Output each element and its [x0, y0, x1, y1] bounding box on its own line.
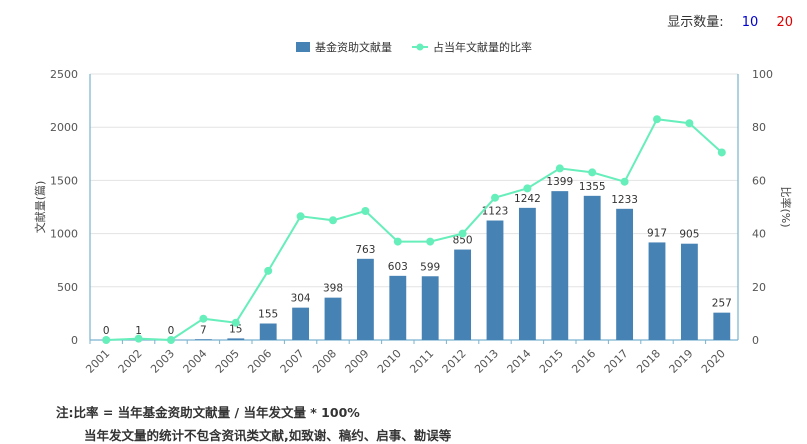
ratio-point [232, 319, 240, 327]
x-tick-label: 2002 [116, 347, 145, 376]
bar-value-label: 0 [103, 325, 110, 337]
bar-value-label: 917 [647, 227, 667, 239]
x-tick-label: 2011 [407, 347, 436, 376]
ratio-point [426, 238, 434, 246]
bar [454, 250, 471, 340]
x-tick-label: 2006 [245, 347, 274, 376]
bar [681, 244, 698, 340]
legend-line-marker [417, 44, 424, 51]
bar-value-label: 304 [291, 293, 311, 305]
x-tick-label: 2008 [310, 347, 339, 376]
legend-bar-label: 基金资助文献量 [315, 40, 392, 54]
bar [616, 209, 633, 340]
bar-value-label: 599 [420, 261, 440, 273]
bar-value-label: 603 [388, 261, 408, 273]
ratio-point [102, 336, 110, 344]
bar [649, 242, 666, 340]
y-left-tick-label: 2000 [50, 121, 78, 134]
bar-value-label: 763 [355, 244, 375, 256]
bar-value-label: 155 [258, 309, 278, 321]
y-left-tick-label: 2500 [50, 68, 78, 81]
y-left-axis-title: 文献量(篇) [33, 181, 47, 234]
bar [325, 298, 342, 340]
x-tick-label: 2012 [440, 347, 469, 376]
x-tick-label: 2005 [213, 347, 242, 376]
ratio-point [135, 335, 143, 343]
bar-value-label: 1242 [514, 193, 541, 205]
bar-value-label: 1233 [611, 194, 638, 206]
x-tick-label: 2017 [602, 347, 631, 376]
y-right-tick-label: 100 [752, 68, 773, 81]
ratio-point [394, 238, 402, 246]
bar [519, 208, 536, 340]
ratio-point [653, 115, 661, 123]
x-tick-label: 2004 [181, 347, 210, 376]
bar-value-label: 1355 [579, 181, 606, 193]
x-tick-label: 2013 [472, 347, 501, 376]
bar [584, 196, 601, 340]
legend-bar-swatch [296, 42, 310, 52]
ratio-point [329, 216, 337, 224]
x-tick-label: 2003 [148, 347, 177, 376]
ratio-point [491, 194, 499, 202]
chart-note-exclusion: 当年发文量的统计不包含资讯类文献,如致谢、稿约、启事、勘误等 [84, 425, 451, 444]
ratio-point [459, 230, 467, 238]
x-tick-label: 2015 [537, 347, 566, 376]
x-tick-label: 2016 [569, 347, 598, 376]
chart-note-formula: 注:比率 = 当年基金资助文献量 / 当年发文量 * 100% [56, 402, 360, 421]
y-right-tick-label: 20 [752, 281, 766, 294]
bar [551, 191, 568, 340]
bar [260, 324, 277, 340]
ratio-point [718, 148, 726, 156]
x-tick-label: 2020 [699, 347, 728, 376]
bar [357, 259, 374, 340]
x-tick-label: 2019 [667, 347, 696, 376]
y-left-tick-label: 0 [71, 334, 78, 347]
y-right-axis-title: 比率(%) [779, 186, 793, 227]
x-tick-label: 2009 [343, 347, 372, 376]
bar-value-label: 1399 [546, 176, 573, 188]
ratio-point [685, 119, 693, 127]
bar [195, 339, 212, 340]
y-left-tick-label: 1000 [50, 228, 78, 241]
x-tick-label: 2007 [278, 347, 307, 376]
bar-value-label: 7 [200, 324, 207, 336]
y-right-tick-label: 40 [752, 228, 766, 241]
bar [422, 276, 439, 340]
display-count-10-option[interactable]: 10 [742, 15, 759, 30]
ratio-point [621, 178, 629, 186]
bar [487, 221, 504, 340]
x-tick-label: 2018 [634, 347, 663, 376]
display-count-label: 显示数量: [667, 15, 723, 30]
ratio-point [523, 184, 531, 192]
bar [292, 308, 309, 340]
ratio-point [556, 164, 564, 172]
bar [389, 276, 406, 340]
bar-value-label: 905 [679, 229, 699, 241]
bar-value-label: 257 [712, 298, 732, 310]
bar-value-label: 0 [168, 325, 175, 337]
y-right-tick-label: 80 [752, 121, 766, 134]
ratio-point [361, 207, 369, 215]
bar [713, 313, 730, 340]
legend-line-label: 占当年文献量的比率 [433, 40, 532, 54]
ratio-point [199, 315, 207, 323]
display-count-control: 显示数量: 10 20 [663, 11, 793, 30]
ratio-point [297, 212, 305, 220]
y-right-tick-label: 60 [752, 174, 766, 187]
y-left-tick-label: 1500 [50, 174, 78, 187]
bar-value-label: 398 [323, 283, 343, 295]
y-right-tick-label: 0 [752, 334, 759, 347]
bar [227, 338, 244, 340]
x-tick-label: 2010 [375, 347, 404, 376]
x-tick-label: 2001 [83, 347, 112, 376]
x-tick-label: 2014 [505, 347, 534, 376]
display-count-20-option[interactable]: 20 [776, 15, 793, 30]
ratio-point [264, 267, 272, 275]
ratio-point [588, 168, 596, 176]
ratio-point [167, 336, 175, 344]
y-left-tick-label: 500 [57, 281, 78, 294]
